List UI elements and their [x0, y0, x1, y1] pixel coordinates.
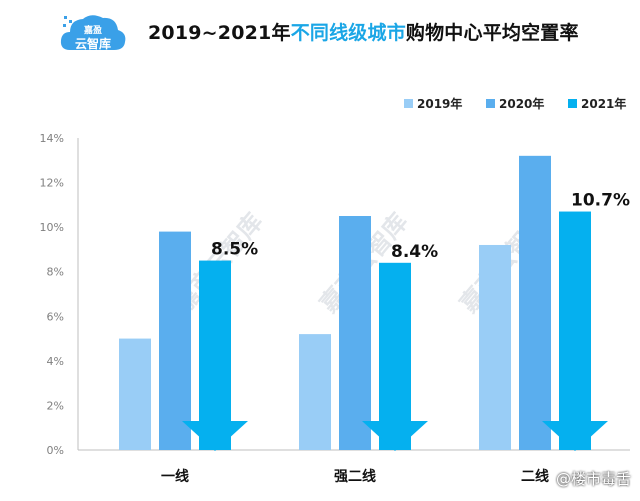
logo-line-2: 云智库	[74, 37, 111, 51]
cloud-logo-icon	[60, 15, 126, 50]
legend-label-0: 2019年	[417, 96, 462, 111]
data-label: 8.5%	[211, 240, 258, 260]
data-label: 10.7%	[571, 191, 630, 211]
legend-swatch-2	[568, 99, 577, 108]
legend-label-2: 2021年	[581, 96, 626, 111]
logo-line-1: 嘉盈	[83, 26, 102, 36]
y-tick-label: 0%	[47, 444, 64, 457]
x-tick-label: 二线	[521, 468, 549, 485]
bar-2-2	[559, 211, 591, 450]
bar-2-0	[199, 260, 231, 450]
bar-0-1	[299, 334, 331, 450]
y-tick-label: 4%	[47, 355, 64, 368]
y-tick-label: 14%	[40, 132, 64, 145]
legend-swatch-1	[486, 99, 495, 108]
x-tick-label: 一线	[161, 468, 189, 485]
title-rest: 购物中心平均空置率	[405, 22, 579, 44]
down-arrow-icon	[542, 421, 608, 451]
y-tick-label: 2%	[47, 399, 64, 412]
y-tick-label: 6%	[47, 310, 64, 323]
title-highlight: 不同线级城市	[290, 22, 406, 44]
brand-logo: 嘉盈 云智库	[58, 10, 128, 54]
source-watermark: @楼市毒舌	[556, 470, 632, 488]
data-label: 8.4%	[391, 242, 438, 262]
y-tick-label: 12%	[40, 177, 64, 190]
y-tick-label: 10%	[40, 221, 64, 234]
legend-label-1: 2020年	[499, 96, 544, 111]
bar-1-2	[519, 155, 551, 451]
title-years: 2019~2021年	[148, 22, 291, 44]
x-tick-label: 强二线	[334, 468, 376, 485]
bar-1-1	[339, 216, 371, 450]
bar-1-0	[159, 231, 191, 450]
legend-swatch-0	[404, 99, 413, 108]
bar-0-2	[479, 244, 511, 450]
chart-title: 2019~2021年不同线级城市购物中心平均空置率	[148, 18, 579, 45]
bar-2-1	[379, 262, 411, 450]
bar-0-0	[119, 338, 151, 450]
y-tick-label: 8%	[47, 266, 64, 279]
down-arrow-icon	[362, 421, 428, 451]
down-arrow-icon	[182, 421, 248, 451]
